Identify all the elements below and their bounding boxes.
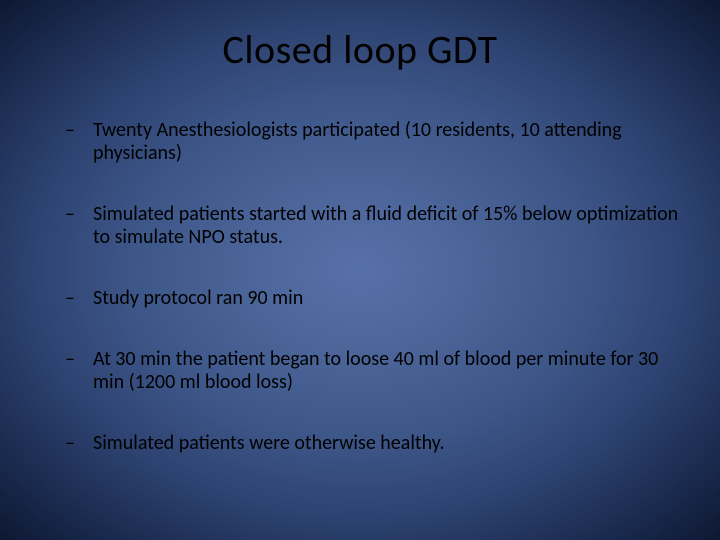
list-item: At 30 min the patient began to loose 40 … [65,348,680,394]
list-item: Simulated patients were otherwise health… [65,432,680,455]
list-item: Twenty Anesthesiologists participated (1… [65,119,680,165]
slide: Closed loop GDT Twenty Anesthesiologists… [0,0,720,540]
list-item: Simulated patients started with a fluid … [65,203,680,249]
bullet-list: Twenty Anesthesiologists participated (1… [40,119,680,455]
slide-title: Closed loop GDT [40,25,680,74]
list-item: Study protocol ran 90 min [65,287,680,310]
